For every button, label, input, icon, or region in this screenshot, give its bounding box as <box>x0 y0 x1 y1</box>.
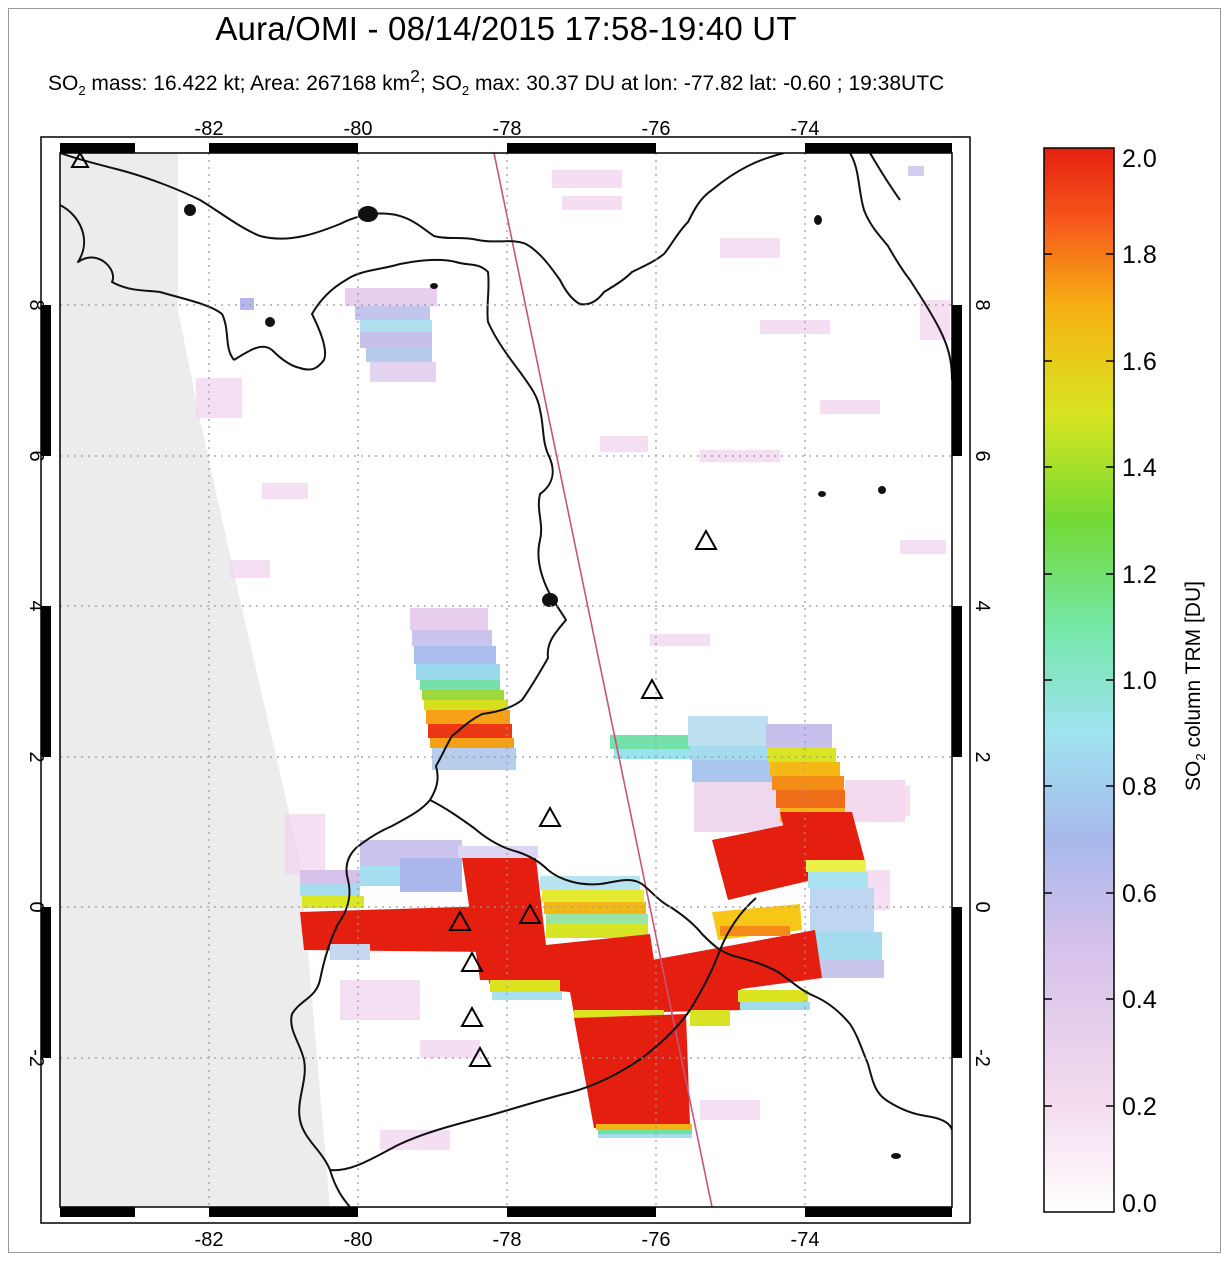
colorbar-tick-label: 0.0 <box>1122 1190 1157 1218</box>
volcano-markers <box>70 153 718 1067</box>
volcano-marker-2 <box>640 677 664 699</box>
colorbar-tick-label: 1.2 <box>1122 561 1157 589</box>
lat-label-left: 2 <box>25 751 47 762</box>
lat-label-right: -2 <box>971 1049 993 1067</box>
colorbar-title-rest: column TRM [DU] <box>1181 581 1205 754</box>
subtitle-so-prefix: SO <box>48 72 79 95</box>
plume-main <box>300 840 822 1138</box>
map-frame <box>40 136 971 1224</box>
lat-labels-right: 8 6 4 2 0 -2 <box>971 299 993 1066</box>
subtitle-subscript-2b: 2 <box>461 83 470 99</box>
lat-label-left: 4 <box>25 600 47 611</box>
lat-label-right: 0 <box>971 901 993 912</box>
colorbar-tick-label: 1.6 <box>1122 348 1157 376</box>
colorbar-title-so: SO <box>1181 760 1205 791</box>
colorbar-tick-label: 0.8 <box>1122 773 1157 801</box>
coastlines <box>60 153 952 1207</box>
lat-label-left: 0 <box>25 901 47 912</box>
colorbar-tick-label: 0.4 <box>1122 986 1157 1014</box>
lat-label-left: -2 <box>25 1049 47 1067</box>
lat-label-right: 6 <box>971 450 993 461</box>
colorbar: 2.0 1.8 1.6 1.4 1.2 1.0 0.8 0.6 0.4 0.2 … <box>1043 145 1157 1218</box>
colorbar-ticks <box>1044 253 1114 1107</box>
subtitle-subscript-2: 2 <box>78 83 86 99</box>
plume-coast <box>410 608 516 770</box>
islands <box>184 204 901 1159</box>
lat-labels-left: 8 6 4 2 0 -2 <box>25 299 47 1066</box>
volcano-marker-4 <box>448 909 472 931</box>
volcano-marker-3 <box>538 805 562 827</box>
lon-label-bottom: -80 <box>344 1229 373 1251</box>
colorbar-tick-labels: 2.0 1.8 1.6 1.4 1.2 1.0 0.8 0.6 0.4 0.2 … <box>1122 145 1157 1218</box>
figure-frame <box>8 8 1221 1253</box>
colorbar-gradient <box>1043 147 1115 1213</box>
lon-label-bottom: -78 <box>493 1229 522 1251</box>
lat-label-right: 8 <box>971 299 993 310</box>
lat-label-right: 2 <box>971 751 993 762</box>
colorbar-tick-label: 1.4 <box>1122 454 1157 482</box>
lat-label-right: 4 <box>971 600 993 611</box>
subtitle-so-prefix-2: ; SO <box>419 72 462 95</box>
plume-north <box>240 288 437 382</box>
lon-label-top: -76 <box>642 118 671 140</box>
subtitle-superscript-2: 2 <box>410 66 420 86</box>
lon-label-top: -78 <box>493 118 522 140</box>
lon-label-top: -80 <box>344 118 373 140</box>
volcano-marker-7 <box>460 1005 484 1027</box>
orbit-track-line <box>493 153 713 1207</box>
volcano-marker-5 <box>518 902 542 924</box>
subtitle-max-info: max: 30.37 DU at lon: -77.82 lat: -0.60 … <box>469 72 945 95</box>
colorbar-tick-label: 2.0 <box>1122 145 1157 173</box>
colorbar-tick-label: 0.2 <box>1122 1093 1157 1121</box>
lat-label-left: 8 <box>25 299 47 310</box>
map-panel <box>60 153 952 1207</box>
colorbar-title-sub: 2 <box>1193 753 1209 761</box>
lon-labels-bottom: -82 -80 -78 -76 -74 <box>195 1229 820 1251</box>
no-data-region <box>60 153 330 1207</box>
plume-east <box>610 716 905 978</box>
lon-labels-top: -82 -80 -78 -76 -74 <box>195 118 820 140</box>
volcano-marker-6 <box>460 950 484 972</box>
colorbar-tick-label: 1.8 <box>1122 241 1157 269</box>
lon-label-bottom: -82 <box>195 1229 224 1251</box>
colorbar-tick-label: 1.0 <box>1122 667 1157 695</box>
lon-label-top: -82 <box>195 118 224 140</box>
volcano-marker-1 <box>694 528 718 550</box>
colorbar-title: SO2 column TRM [DU] <box>1182 581 1208 791</box>
volcano-marker-8 <box>468 1045 492 1067</box>
volcano-marker-9 <box>70 153 90 168</box>
grid-lines <box>60 153 952 1207</box>
lon-label-bottom: -74 <box>791 1229 820 1251</box>
map-subtitle: SO2 mass: 16.422 kt; Area: 267168 km2; S… <box>48 66 944 98</box>
colorbar-tick-label: 0.6 <box>1122 880 1157 908</box>
lat-label-left: 6 <box>25 450 47 461</box>
subtitle-mass-area: mass: 16.422 kt; Area: 267168 km <box>85 72 411 95</box>
map-title: Aura/OMI - 08/14/2015 17:58-19:40 UT <box>215 10 797 47</box>
lon-label-top: -74 <box>791 118 820 140</box>
lon-label-bottom: -76 <box>642 1229 671 1251</box>
